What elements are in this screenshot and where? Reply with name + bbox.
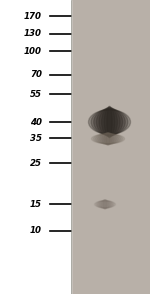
Ellipse shape	[98, 133, 118, 144]
Text: 55: 55	[30, 90, 42, 98]
Ellipse shape	[100, 200, 110, 208]
Ellipse shape	[100, 133, 116, 144]
Text: 40: 40	[30, 118, 42, 126]
Ellipse shape	[106, 133, 110, 145]
Ellipse shape	[97, 201, 113, 208]
Ellipse shape	[102, 133, 114, 145]
Ellipse shape	[101, 200, 109, 209]
Text: 170: 170	[24, 12, 42, 21]
Ellipse shape	[92, 134, 124, 144]
Ellipse shape	[98, 201, 112, 208]
Ellipse shape	[104, 200, 106, 209]
Ellipse shape	[104, 107, 115, 137]
Text: 15: 15	[30, 200, 42, 209]
Ellipse shape	[94, 201, 116, 208]
Text: 70: 70	[30, 71, 42, 79]
Text: 130: 130	[24, 29, 42, 38]
Ellipse shape	[107, 106, 112, 138]
Text: 100: 100	[24, 47, 42, 56]
Ellipse shape	[102, 200, 108, 209]
Ellipse shape	[102, 107, 117, 137]
Ellipse shape	[104, 133, 112, 145]
Ellipse shape	[96, 133, 120, 144]
Ellipse shape	[91, 109, 128, 135]
Bar	[0, 0, 70, 294]
Ellipse shape	[96, 108, 123, 136]
Bar	[70, 0, 150, 294]
Ellipse shape	[99, 108, 120, 136]
Text: 10: 10	[30, 226, 42, 235]
Ellipse shape	[96, 201, 114, 208]
Text: 25: 25	[30, 159, 42, 168]
Ellipse shape	[94, 134, 122, 144]
Text: 35: 35	[30, 134, 42, 143]
Ellipse shape	[88, 110, 130, 134]
Ellipse shape	[94, 109, 125, 135]
